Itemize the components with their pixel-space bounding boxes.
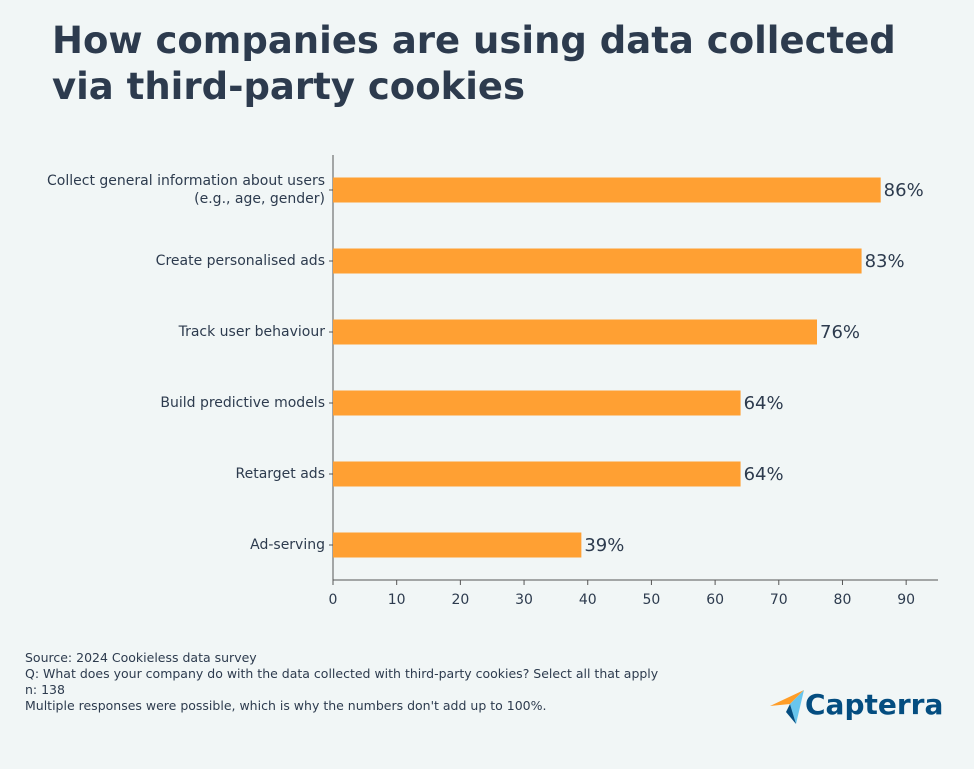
value-label: 39%	[584, 535, 624, 556]
value-label: 64%	[744, 393, 784, 414]
x-tick-label: 10	[388, 592, 406, 608]
x-tick-label: 0	[329, 592, 338, 608]
bar	[333, 390, 741, 416]
bar	[333, 532, 582, 558]
x-tick-label: 80	[834, 592, 852, 608]
y-tick-label: Create personalised ads	[155, 253, 325, 269]
x-tick-label: 50	[643, 592, 661, 608]
value-label: 76%	[820, 322, 860, 343]
y-tick-label: Ad-serving	[250, 537, 325, 553]
value-label: 83%	[865, 251, 905, 272]
value-label: 86%	[884, 180, 924, 201]
logo-icon	[770, 690, 804, 724]
x-tick-label: 20	[451, 592, 469, 608]
x-tick-label: 90	[897, 592, 915, 608]
y-tick-label: Build predictive models	[160, 395, 325, 411]
bar	[333, 461, 741, 487]
x-tick-label: 70	[770, 592, 788, 608]
y-tick-label: Retarget ads	[235, 466, 326, 482]
footnote: Multiple responses were possible, which …	[25, 698, 547, 713]
bar	[333, 319, 817, 345]
footnote: n: 138	[25, 682, 65, 697]
y-tick-label: Collect general information about users …	[47, 173, 325, 207]
footnote: Q: What does your company do with the da…	[25, 666, 659, 681]
y-tick-label: Track user behaviour	[178, 324, 325, 340]
x-tick-label: 30	[515, 592, 533, 608]
chart-title: How companies are using data collected v…	[52, 19, 896, 108]
x-tick-label: 40	[579, 592, 597, 608]
x-tick-label: 60	[706, 592, 724, 608]
footnote: Source: 2024 Cookieless data survey	[25, 650, 257, 665]
bar	[333, 177, 881, 203]
logo-text: Capterra	[805, 688, 943, 721]
bar	[333, 248, 862, 274]
value-label: 64%	[744, 464, 784, 485]
